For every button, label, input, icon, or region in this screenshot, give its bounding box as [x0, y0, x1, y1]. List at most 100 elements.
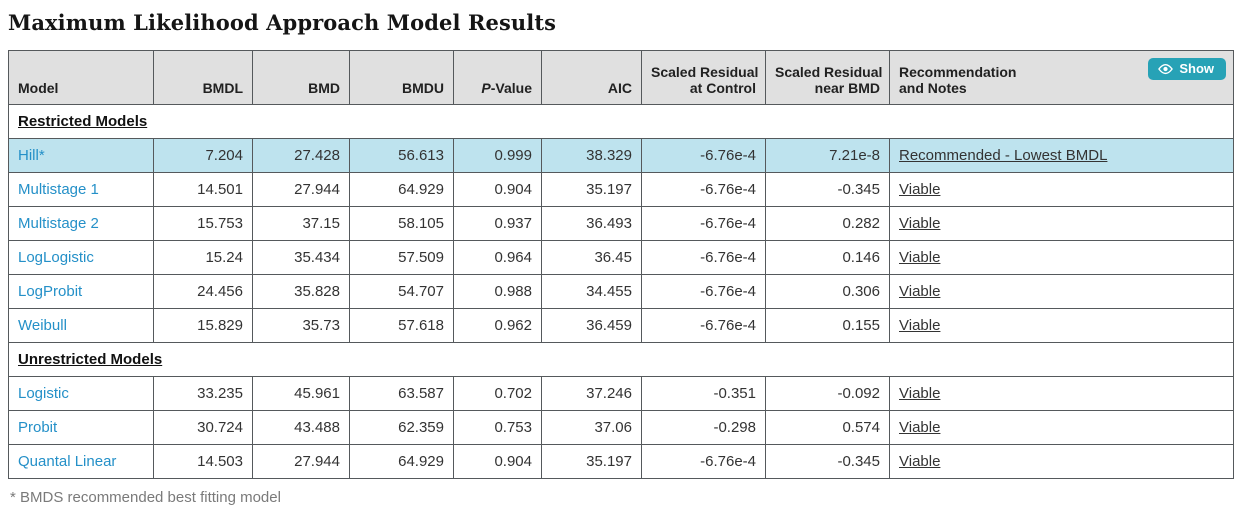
notes-link[interactable]: Viable	[899, 419, 941, 436]
model-results-table: Model BMDL BMD BMDU P-Value AIC Scaled R…	[8, 50, 1234, 479]
model-link[interactable]: Weibull	[18, 317, 67, 334]
model-link[interactable]: Logistic	[18, 385, 69, 402]
model-link[interactable]: LogLogistic	[18, 249, 94, 266]
aic-cell: 35.197	[541, 172, 642, 207]
notes-link[interactable]: Viable	[899, 215, 941, 232]
column-header-model: Model	[8, 50, 154, 105]
bmdl-cell: 15.24	[153, 240, 253, 275]
column-header-p-value: P-Value	[453, 50, 542, 105]
model-link[interactable]: Multistage 1	[18, 181, 99, 198]
notes-link[interactable]: Viable	[899, 453, 941, 470]
bmd-cell: 43.488	[252, 410, 350, 445]
notes-link[interactable]: Viable	[899, 181, 941, 198]
scaled-residual-near-bmd-cell: -0.092	[765, 376, 890, 411]
bmdu-cell: 57.618	[349, 308, 454, 343]
aic-cell: 36.459	[541, 308, 642, 343]
bmdu-cell: 63.587	[349, 376, 454, 411]
p-value-cell: 0.999	[453, 138, 542, 173]
bmdl-cell: 24.456	[153, 274, 253, 309]
p-value-cell: 0.753	[453, 410, 542, 445]
bmdu-cell: 58.105	[349, 206, 454, 241]
notes-link[interactable]: Viable	[899, 249, 941, 266]
table-row-weibull: Weibull 15.829 35.73 57.618 0.962 36.459…	[8, 308, 1234, 343]
aic-cell: 34.455	[541, 274, 642, 309]
notes-link[interactable]: Viable	[899, 283, 941, 300]
section-label-unrestricted: Unrestricted Models	[18, 351, 163, 368]
scaled-residual-near-bmd-cell: -0.345	[765, 172, 890, 207]
bmd-cell: 27.944	[252, 172, 350, 207]
bmdu-cell: 54.707	[349, 274, 454, 309]
p-value-cell: 0.937	[453, 206, 542, 241]
scaled-residual-control-cell: -0.298	[641, 410, 766, 445]
show-button[interactable]: Show	[1148, 58, 1226, 80]
section-row-unrestricted: Unrestricted Models	[8, 342, 1234, 377]
notes-link[interactable]: Recommended - Lowest BMDL	[899, 147, 1108, 164]
bmdu-cell: 64.929	[349, 172, 454, 207]
table-row-multistage-2: Multistage 2 15.753 37.15 58.105 0.937 3…	[8, 206, 1234, 241]
bmdl-cell: 14.501	[153, 172, 253, 207]
eye-icon	[1158, 63, 1174, 75]
bmdu-cell: 62.359	[349, 410, 454, 445]
scaled-residual-near-bmd-cell: 7.21e-8	[765, 138, 890, 173]
scaled-residual-near-bmd-cell: -0.345	[765, 444, 890, 479]
column-header-aic: AIC	[541, 50, 642, 105]
p-value-cell: 0.964	[453, 240, 542, 275]
table-row-probit: Probit 30.724 43.488 62.359 0.753 37.06 …	[8, 410, 1234, 445]
scaled-residual-near-bmd-cell: 0.155	[765, 308, 890, 343]
scaled-residual-control-cell: -6.76e-4	[641, 274, 766, 309]
model-link[interactable]: Quantal Linear	[18, 453, 117, 470]
bmd-cell: 27.944	[252, 444, 350, 479]
column-header-scaled-residual-near-bmd: Scaled Residual near BMD	[765, 50, 890, 105]
notes-link[interactable]: Viable	[899, 385, 941, 402]
bmd-cell: 35.434	[252, 240, 350, 275]
table-row-loglogistic: LogLogistic 15.24 35.434 57.509 0.964 36…	[8, 240, 1234, 275]
column-header-bmdu: BMDU	[349, 50, 454, 105]
bmdu-cell: 64.929	[349, 444, 454, 479]
model-link[interactable]: Hill*	[18, 147, 45, 164]
aic-cell: 37.06	[541, 410, 642, 445]
model-link[interactable]: Multistage 2	[18, 215, 99, 232]
bmd-cell: 37.15	[252, 206, 350, 241]
bmd-cell: 45.961	[252, 376, 350, 411]
table-row-logistic: Logistic 33.235 45.961 63.587 0.702 37.2…	[8, 376, 1234, 411]
page-title: Maximum Likelihood Approach Model Result…	[8, 10, 557, 35]
p-value-cell: 0.904	[453, 172, 542, 207]
bmdl-cell: 30.724	[153, 410, 253, 445]
show-button-label: Show	[1179, 61, 1214, 76]
p-value-cell: 0.962	[453, 308, 542, 343]
column-header-bmd: BMD	[252, 50, 350, 105]
column-header-bmdl: BMDL	[153, 50, 253, 105]
bmdl-cell: 7.204	[153, 138, 253, 173]
section-row-restricted: Restricted Models	[8, 104, 1234, 139]
model-link[interactable]: Probit	[18, 419, 58, 436]
notes-link[interactable]: Viable	[899, 317, 941, 334]
aic-cell: 36.45	[541, 240, 642, 275]
scaled-residual-control-cell: -0.351	[641, 376, 766, 411]
bmdu-cell: 57.509	[349, 240, 454, 275]
table-row-multistage-1: Multistage 1 14.501 27.944 64.929 0.904 …	[8, 172, 1234, 207]
column-header-recommendation: Recommendation and Notes Show	[889, 50, 1234, 105]
model-link[interactable]: LogProbit	[18, 283, 83, 300]
footnote: * BMDS recommended best fitting model	[10, 489, 281, 506]
scaled-residual-control-cell: -6.76e-4	[641, 308, 766, 343]
scaled-residual-near-bmd-cell: 0.574	[765, 410, 890, 445]
table-row-hill: Hill* 7.204 27.428 56.613 0.999 38.329 -…	[8, 138, 1234, 173]
scaled-residual-control-cell: -6.76e-4	[641, 172, 766, 207]
scaled-residual-control-cell: -6.76e-4	[641, 138, 766, 173]
column-header-scaled-residual-control: Scaled Residual at Control	[641, 50, 766, 105]
aic-cell: 35.197	[541, 444, 642, 479]
scaled-residual-near-bmd-cell: 0.282	[765, 206, 890, 241]
table-header-row: Model BMDL BMD BMDU P-Value AIC Scaled R…	[8, 50, 1234, 105]
bmd-cell: 35.828	[252, 274, 350, 309]
aic-cell: 37.246	[541, 376, 642, 411]
scaled-residual-control-cell: -6.76e-4	[641, 444, 766, 479]
scaled-residual-control-cell: -6.76e-4	[641, 240, 766, 275]
p-value-cell: 0.702	[453, 376, 542, 411]
p-value-cell: 0.988	[453, 274, 542, 309]
aic-cell: 36.493	[541, 206, 642, 241]
table-row-logprobit: LogProbit 24.456 35.828 54.707 0.988 34.…	[8, 274, 1234, 309]
bmdl-cell: 14.503	[153, 444, 253, 479]
bmd-cell: 35.73	[252, 308, 350, 343]
bmdl-cell: 15.753	[153, 206, 253, 241]
section-label-restricted: Restricted Models	[18, 113, 148, 130]
